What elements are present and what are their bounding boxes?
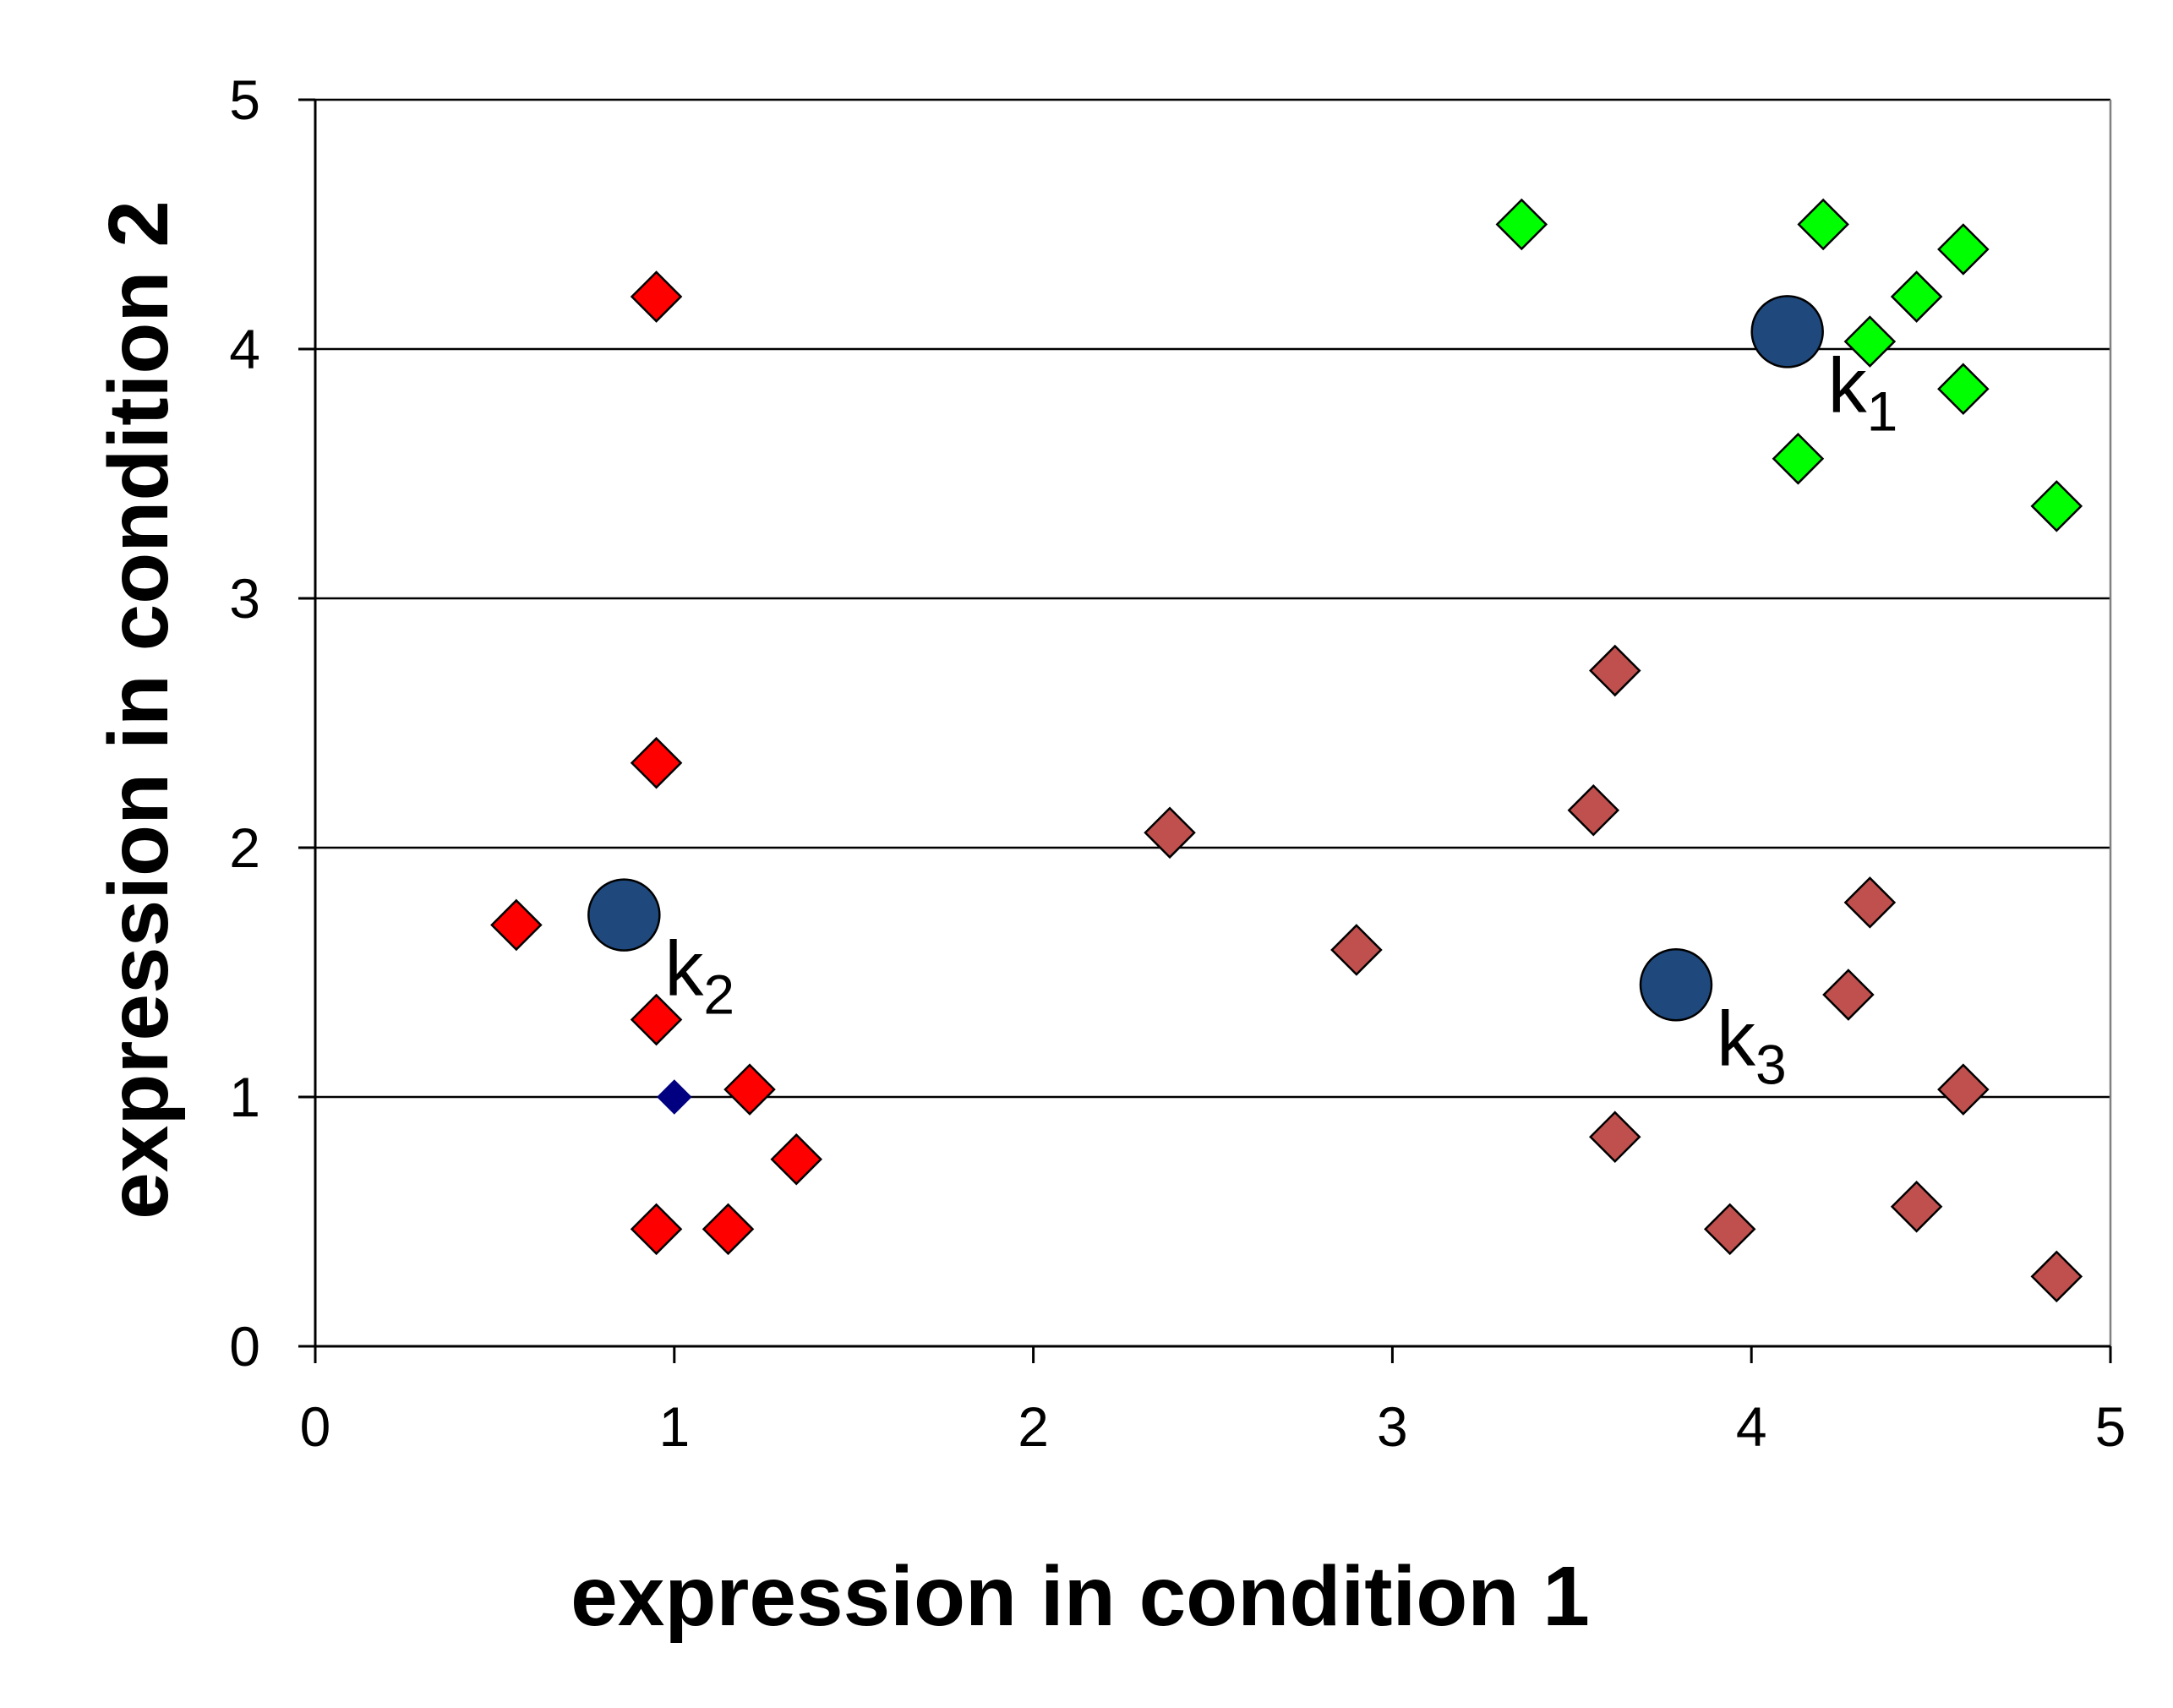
y-tick-label-4: 4 — [229, 318, 260, 380]
data-point-s3-0 — [657, 1079, 692, 1115]
data-point-s1-2 — [490, 898, 543, 952]
data-point-s1-4 — [723, 1063, 776, 1116]
data-point-s2-0 — [1589, 644, 1641, 697]
data-points — [490, 198, 2083, 1303]
data-point-s0-6 — [1772, 433, 1825, 485]
data-point-s1-0 — [630, 270, 683, 323]
x-axis-ticks: 0 1 2 3 4 5 — [300, 1346, 2127, 1458]
data-point-s0-7 — [2030, 480, 2083, 532]
x-tick-label-4: 4 — [1736, 1395, 1767, 1458]
data-point-s2-8 — [1890, 1181, 1943, 1233]
centroid-label-3: k3 — [1717, 996, 1787, 1095]
y-axis-ticks: 0 1 2 3 4 5 — [229, 68, 315, 1378]
data-point-s0-4 — [1843, 315, 1897, 368]
data-point-s0-0 — [1495, 198, 1548, 251]
x-tick-label-2: 2 — [1018, 1395, 1049, 1458]
y-tick-label-1: 1 — [229, 1066, 260, 1128]
data-point-s1-7 — [702, 1203, 755, 1256]
axes — [314, 100, 2110, 1348]
y-axis-title: expression in condition 2 — [91, 200, 186, 1220]
x-tick-label-5: 5 — [2095, 1395, 2127, 1458]
data-point-s1-6 — [630, 1203, 683, 1256]
data-point-s0-5 — [1937, 363, 1990, 415]
centroid-marker-3 — [1639, 948, 1713, 1022]
y-tick-label-0: 0 — [229, 1315, 260, 1378]
data-point-s1-1 — [630, 736, 683, 789]
gridlines — [315, 98, 2112, 1346]
centroid-label-1: k1 — [1828, 342, 1898, 442]
x-axis-title: expression in condition 1 — [571, 1549, 1590, 1644]
data-point-s2-10 — [2030, 1250, 2083, 1303]
centroids: k1 k2 k3 — [587, 295, 1898, 1095]
data-point-s2-7 — [1589, 1110, 1641, 1163]
data-point-s1-3 — [630, 993, 683, 1046]
centroid-marker-2 — [587, 878, 661, 952]
data-point-s2-3 — [1330, 924, 1383, 976]
x-tick-label-3: 3 — [1377, 1395, 1408, 1458]
data-point-s2-6 — [1937, 1063, 1990, 1116]
data-point-s2-4 — [1843, 876, 1897, 929]
y-tick-label-3: 3 — [229, 567, 260, 630]
data-point-s0-2 — [1937, 223, 1990, 276]
data-point-s0-1 — [1797, 198, 1849, 251]
data-point-s2-1 — [1567, 783, 1620, 837]
x-tick-label-0: 0 — [300, 1395, 331, 1458]
data-point-s0-3 — [1890, 270, 1943, 323]
centroid-label-2: k2 — [664, 926, 734, 1026]
data-point-s2-2 — [1144, 806, 1196, 859]
data-point-s1-5 — [770, 1132, 822, 1186]
x-tick-label-1: 1 — [658, 1395, 690, 1458]
y-tick-label-2: 2 — [229, 816, 260, 879]
y-tick-label-5: 5 — [229, 68, 260, 131]
data-point-s2-5 — [1822, 969, 1875, 1021]
centroid-marker-1 — [1750, 295, 1824, 368]
data-point-s2-9 — [1703, 1203, 1756, 1256]
